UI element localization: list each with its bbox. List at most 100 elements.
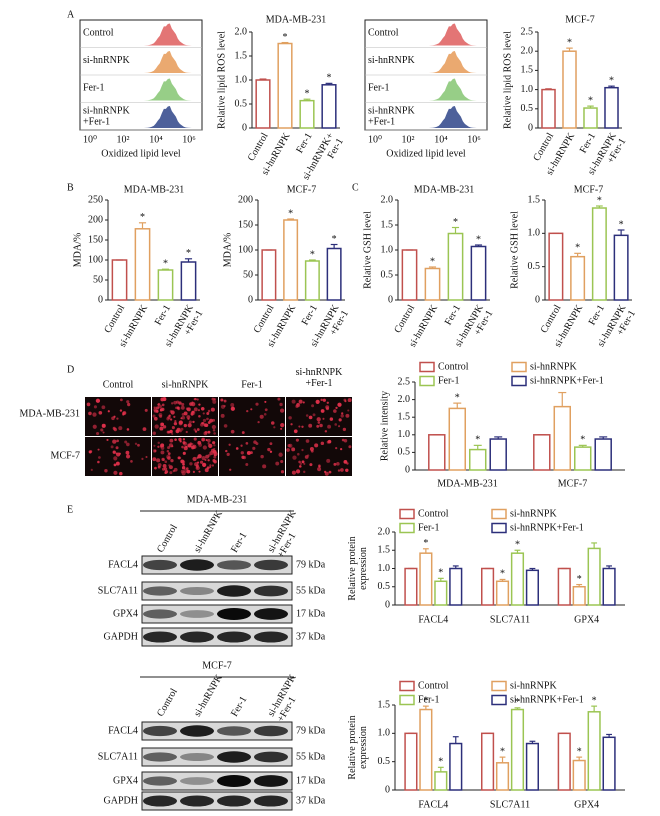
- cell: [180, 427, 184, 431]
- cell: [137, 443, 140, 447]
- cell: [180, 405, 185, 410]
- flow-histogram: [139, 50, 196, 73]
- cell: [158, 412, 163, 417]
- cell: [327, 424, 332, 429]
- cell: [130, 460, 133, 463]
- cell: [86, 402, 91, 407]
- cell: [178, 421, 183, 426]
- band: [254, 725, 288, 737]
- flow-x-tick-label: 10⁶: [467, 134, 481, 145]
- cell: [326, 458, 331, 463]
- cell: [309, 446, 314, 451]
- cell: [196, 466, 199, 469]
- band: [254, 795, 288, 807]
- cell: [160, 450, 165, 455]
- bar: [572, 759, 586, 791]
- cell: [298, 425, 301, 428]
- cell: [273, 426, 276, 429]
- flow-x-tick-label: 10²: [402, 134, 415, 145]
- cell: [185, 467, 189, 470]
- bar: [489, 438, 507, 471]
- band: [180, 610, 214, 618]
- legend-swatch: [399, 694, 415, 706]
- cell: [279, 402, 283, 407]
- cell: [298, 399, 303, 404]
- panel-label: C: [352, 182, 359, 193]
- cell: [279, 408, 285, 413]
- y-axis-label: Relative GSH level: [362, 211, 373, 289]
- cell: [223, 399, 227, 403]
- flow-histogram: [139, 78, 196, 101]
- bar: [134, 228, 151, 301]
- band: [254, 775, 288, 787]
- bar: [525, 569, 540, 606]
- bar: [570, 255, 586, 301]
- cell: [200, 460, 204, 464]
- bar: [469, 448, 487, 471]
- cell: [253, 440, 257, 444]
- cell: [174, 419, 177, 423]
- protein-label: FACL4: [108, 559, 138, 570]
- bar: [434, 771, 448, 791]
- cell: [96, 399, 99, 402]
- cell: [288, 416, 292, 420]
- cell: [196, 398, 199, 401]
- cell: [207, 438, 211, 443]
- significance-mark: *: [186, 248, 191, 259]
- cell: [168, 443, 173, 448]
- cell: [347, 398, 352, 403]
- flow-x-label: Oxidized lipid level: [101, 148, 181, 159]
- cell: [299, 465, 302, 468]
- bar: [449, 567, 463, 606]
- y-tick-label: 0.5: [378, 756, 391, 767]
- cell: [343, 439, 348, 443]
- cell: [262, 464, 267, 469]
- cell: [280, 427, 283, 430]
- y-tick-label: 50: [243, 269, 253, 280]
- image-row-label: MDA-MB-231: [19, 408, 80, 419]
- cell: [93, 405, 97, 409]
- size-label: 55 kDa: [296, 751, 326, 762]
- bar: [401, 249, 418, 301]
- bar: [572, 586, 586, 606]
- cell: [178, 401, 182, 405]
- cell: [181, 445, 184, 449]
- panel-label: E: [67, 504, 73, 515]
- cell: [202, 445, 207, 450]
- cell: [314, 443, 319, 448]
- cell: [113, 456, 118, 461]
- significance-mark: *: [577, 574, 582, 585]
- cell: [252, 446, 256, 450]
- bar: [495, 580, 510, 606]
- cell: [291, 399, 296, 404]
- cell: [269, 442, 273, 446]
- band: [143, 631, 177, 643]
- significance-mark: *: [430, 256, 435, 267]
- flow-x-tick-label: 10⁰: [83, 134, 97, 145]
- sample-label: Control: [368, 27, 399, 38]
- cell: [260, 454, 264, 459]
- legend-label: si-hnRNPK: [510, 508, 557, 519]
- cell: [220, 398, 224, 402]
- cell: [193, 407, 198, 412]
- bar: [602, 736, 616, 791]
- cell: [340, 468, 344, 472]
- significance-mark: *: [310, 249, 315, 260]
- cell: [320, 409, 325, 413]
- y-tick-label: 1.0: [398, 429, 411, 440]
- cell: [173, 415, 176, 418]
- cell: [111, 416, 115, 421]
- bar: [587, 547, 601, 606]
- cell: [161, 467, 166, 471]
- cell: [329, 417, 334, 421]
- y-axis-label: Relative GSH level: [509, 211, 520, 289]
- band: [217, 608, 251, 620]
- micrograph: [85, 397, 151, 436]
- cell: [305, 439, 310, 443]
- bar: [111, 259, 128, 301]
- cell: [278, 452, 283, 457]
- cell: [181, 415, 186, 420]
- protein-label: GAPDH: [104, 631, 138, 642]
- cell: [213, 454, 216, 457]
